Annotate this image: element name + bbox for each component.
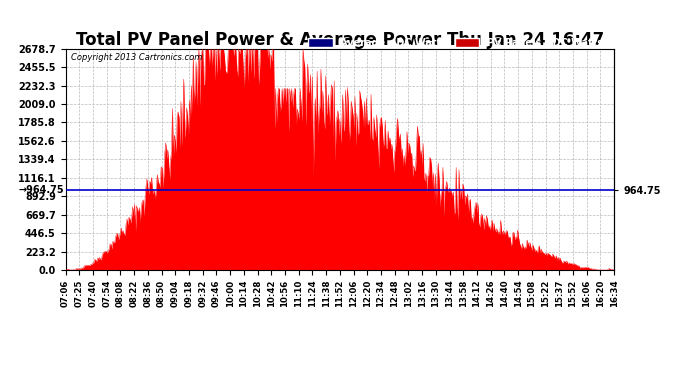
Legend: Average  (DC Watts), PV Panels  (DC Watts): Average (DC Watts), PV Panels (DC Watts) [306, 36, 609, 50]
Text: →964.75: →964.75 [19, 185, 65, 195]
Text: Copyright 2013 Cartronics.com: Copyright 2013 Cartronics.com [71, 53, 202, 62]
Title: Total PV Panel Power & Average Power Thu Jan 24 16:47: Total PV Panel Power & Average Power Thu… [76, 31, 604, 49]
